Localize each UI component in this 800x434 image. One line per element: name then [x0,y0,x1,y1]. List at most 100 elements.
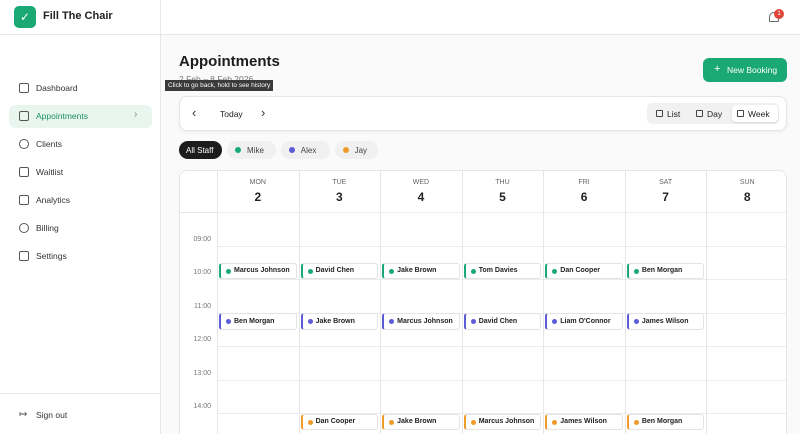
weekday-label: SUN [739,179,755,186]
nav-item[interactable]: Appointments › [9,105,152,128]
day-date: 8 [743,190,751,204]
appointment-client: James Wilson [641,317,689,325]
appointment[interactable]: Dan Cooper [545,262,623,280]
appointment[interactable]: David Chen [300,262,379,280]
page-subtitle: 2 Feb – 8 Feb 2026 [179,74,254,84]
staff-dot [552,419,558,425]
hour-line [217,245,786,247]
appointment-client: Dan Cooper [560,267,600,275]
nav-icon [19,251,29,261]
staff-dot [389,268,395,274]
appointment[interactable]: Liam O'Connor [545,313,623,330]
appointment[interactable]: Ben Morgan [626,262,705,280]
appointment[interactable]: Jake Brown [382,262,460,280]
appointment[interactable]: Marcus Johnson [219,262,297,280]
view-button[interactable]: Day [691,105,731,122]
nav-item[interactable]: Settings [9,245,152,268]
appointment-client: Jake Brown [315,317,355,325]
appointment-client: David Chen [478,317,518,325]
calendar-body: 08:0009:0010:0011:0012:0013:0014:00Marcu… [180,212,786,434]
appointment-client: Jake Brown [397,267,437,275]
sidebar-footer-divider [0,393,161,394]
view-label: Week [748,109,770,119]
staff-dot [389,419,395,425]
day-column-line [298,171,300,434]
new-booking-button[interactable]: + New Booking [703,58,787,82]
time-label: 13:00 [193,369,211,377]
page-title: Appointments [179,53,280,70]
appointment[interactable]: Ben Morgan [626,413,705,430]
day-date: 2 [254,190,262,204]
time-label: 12:00 [193,336,211,343]
staff-dot [226,319,231,324]
day-column-line [543,171,545,434]
sidebar [0,0,161,434]
hour-line [217,346,786,347]
staff-dot [307,419,313,425]
appointment[interactable]: Dan Cooper [300,413,379,430]
appointment-client: Ben Morgan [234,317,275,325]
calendar: 08:0009:0010:0011:0012:0013:0014:00Marcu… [179,170,787,434]
day-date: 3 [336,190,343,204]
staff-dot [307,268,313,274]
view-label: List [667,109,681,119]
nav-item[interactable]: Analytics [9,189,152,212]
appointment[interactable]: James Wilson [545,413,623,430]
view-button[interactable]: List [651,105,689,122]
appointment[interactable]: Marcus Johnson [382,313,460,330]
day-column-line [706,171,708,434]
staff-dot [235,147,241,153]
time-label: 14:00 [193,403,211,410]
view-icon [737,110,744,117]
staff-filter[interactable]: Alex [280,141,330,159]
appointment[interactable]: David Chen [463,313,542,330]
nav-icon [19,83,29,93]
staff-filter[interactable]: Mike [227,141,276,159]
appointment[interactable]: Jake Brown [300,313,379,330]
staff-dot [307,319,313,324]
sign-out-label: Sign out [36,410,68,420]
nav-label: Dashboard [36,83,78,93]
appointment[interactable]: Ben Morgan [219,313,297,330]
appointment-client: Tom Davies [478,267,518,275]
new-booking-label: New Booking [727,65,778,75]
day-date: 7 [662,190,669,204]
staff-dot [552,268,558,274]
weekday-label: FRI [578,179,590,186]
appointment[interactable]: James Wilson [626,313,705,330]
weekday-label: THU [495,179,510,186]
nav-item[interactable]: Clients [9,133,152,156]
view-icon [656,110,663,117]
staff-dot [470,419,476,425]
nav-item[interactable]: Billing [9,217,152,240]
weekday-label: TUE [332,179,347,186]
hour-line [217,212,786,213]
next-button[interactable]: › [261,105,266,120]
time-label: 10:00 [193,269,211,276]
nav-item[interactable]: Waitlist [9,161,152,184]
staff-filter[interactable]: Jay [334,141,379,159]
staff-filter[interactable]: All Staff [179,141,222,159]
view-icon [696,110,703,117]
appointment[interactable]: Tom Davies [463,262,542,280]
sign-out[interactable]: ↦ Sign out [9,404,152,426]
day-column-line [380,171,382,434]
staff-filter-label: Mike [247,145,264,155]
weekday-label: MON [249,179,266,186]
appointment[interactable]: Jake Brown [382,413,460,430]
today-button[interactable]: Today [220,109,243,119]
nav-icon [19,139,29,149]
appointment[interactable]: Marcus Johnson [463,413,542,430]
appointment-client: Marcus Johnson [478,418,535,425]
view-button[interactable]: Week [732,105,778,122]
appointment-client: Ben Morgan [641,418,683,425]
nav-item[interactable]: Dashboard [9,77,152,100]
day-date: 4 [417,190,425,204]
staff-dot [633,268,639,274]
staff-dot [288,147,295,153]
staff-dot [470,319,476,324]
nav-label: Appointments [36,111,88,121]
prev-button[interactable]: ‹ [192,105,197,120]
hour-line [217,379,786,381]
